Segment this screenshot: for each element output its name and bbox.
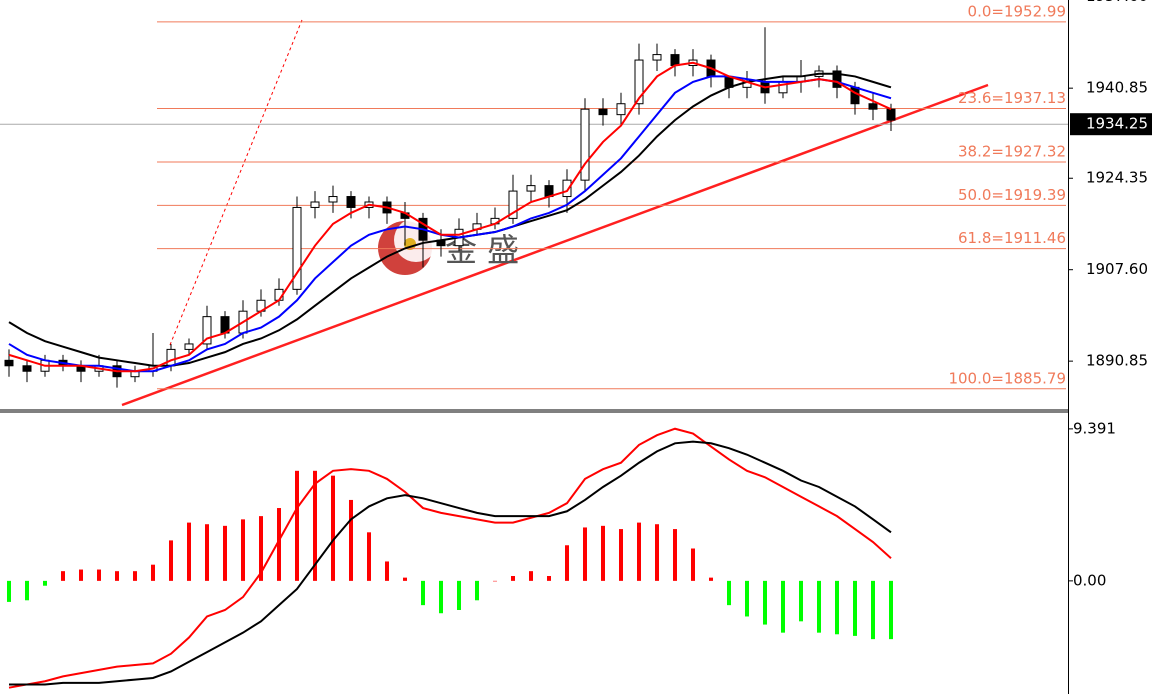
macd-bar (673, 529, 677, 581)
macd-bar (583, 527, 587, 581)
macd-bar (79, 569, 83, 581)
candle-body (184, 343, 194, 350)
macd-bar (439, 580, 443, 614)
candle-body (4, 359, 14, 367)
macd-bar (889, 580, 893, 640)
candle-body (670, 54, 680, 67)
macd-bar (835, 580, 839, 635)
macd-bar (745, 580, 749, 617)
moving-average-line (8, 72, 892, 367)
macd-bar (763, 580, 767, 625)
candle-body (292, 206, 302, 290)
macd-bar (529, 571, 533, 581)
macd-bar (259, 516, 263, 581)
macd-bar (295, 470, 299, 581)
macd-bar (457, 580, 461, 610)
candle-body (526, 185, 536, 192)
macd-bar (871, 580, 875, 640)
fib-label: 23.6=1937.13 (958, 89, 1066, 107)
macd-bar (655, 524, 659, 581)
moving-average-line (8, 61, 892, 373)
macd-bar (331, 475, 335, 581)
candle-body (850, 86, 860, 105)
macd-bar (727, 580, 731, 606)
macd-bar (601, 525, 605, 581)
macd-bar (493, 580, 497, 582)
candle-body (652, 54, 662, 61)
macd-bar (115, 571, 119, 581)
macd-bar (817, 580, 821, 633)
candle-body (346, 196, 356, 208)
moving-average-line (8, 75, 892, 373)
fib-label: 38.2=1927.32 (958, 143, 1066, 161)
fib-label: 0.0=1952.99 (968, 2, 1066, 20)
macd-bar (421, 580, 425, 606)
candle-body (328, 196, 338, 203)
macd-bar (187, 522, 191, 581)
candle-body (562, 179, 572, 198)
macd-line (9, 440, 892, 686)
macd-bar (25, 580, 29, 601)
macd-bar (43, 580, 47, 586)
macd-bar (133, 571, 137, 581)
macd-bar (169, 540, 173, 581)
macd-bar (277, 508, 281, 581)
macd-bar (403, 577, 407, 581)
y-tick-label: 1940.85 (1086, 79, 1148, 97)
macd-bar (241, 519, 245, 581)
macd-bar (637, 522, 641, 581)
macd-bar (475, 580, 479, 601)
candle-body (310, 201, 320, 208)
macd-bar (385, 561, 389, 581)
macd-bar (781, 580, 785, 633)
macd-bar (223, 525, 227, 581)
candle-body (166, 348, 176, 367)
candle-body (868, 103, 878, 110)
candle-body (616, 103, 626, 116)
macd-bar (691, 548, 695, 581)
y-tick-label: 9.391 (1073, 419, 1116, 437)
y-tick-label: 0.00 (1073, 571, 1106, 589)
logo-icon (394, 218, 438, 262)
macd-line (8, 427, 892, 689)
macd-bar (7, 580, 11, 602)
current-price-box (1070, 113, 1152, 136)
candle-body (22, 365, 32, 372)
y-tick-label: 1957.60 (1086, 0, 1148, 5)
macd-bar (61, 571, 65, 581)
macd-bar (709, 577, 713, 581)
macd-bar (853, 580, 857, 636)
fib-label: 50.0=1919.39 (958, 186, 1066, 204)
trend-line (121, 83, 989, 407)
y-tick-label: 1890.85 (1086, 352, 1148, 370)
macd-bar (799, 580, 803, 622)
macd-bar (349, 499, 353, 581)
fib-label: 100.0=1885.79 (948, 369, 1066, 387)
macd-bar (151, 564, 155, 581)
macd-bar (97, 569, 101, 581)
current-price-label: 1934.25 (1086, 115, 1148, 133)
candle-body (886, 108, 896, 121)
candle-body (202, 316, 212, 345)
macd-bar (205, 524, 209, 581)
candle-body (508, 190, 518, 219)
candle-body (634, 59, 644, 105)
y-tick-label: 1924.35 (1086, 169, 1148, 187)
macd-bar (511, 576, 515, 581)
candle-body (580, 108, 590, 181)
macd-bar (619, 529, 623, 581)
fib-label: 61.8=1911.46 (958, 229, 1066, 247)
candle-body (598, 108, 608, 116)
macd-bar (547, 576, 551, 581)
candle-body (832, 70, 842, 88)
macd-bar (565, 545, 569, 581)
dotted-trend-line (169, 19, 303, 346)
macd-bar (367, 532, 371, 581)
macd-bar (313, 470, 317, 581)
y-tick-label: 1907.60 (1086, 260, 1148, 278)
